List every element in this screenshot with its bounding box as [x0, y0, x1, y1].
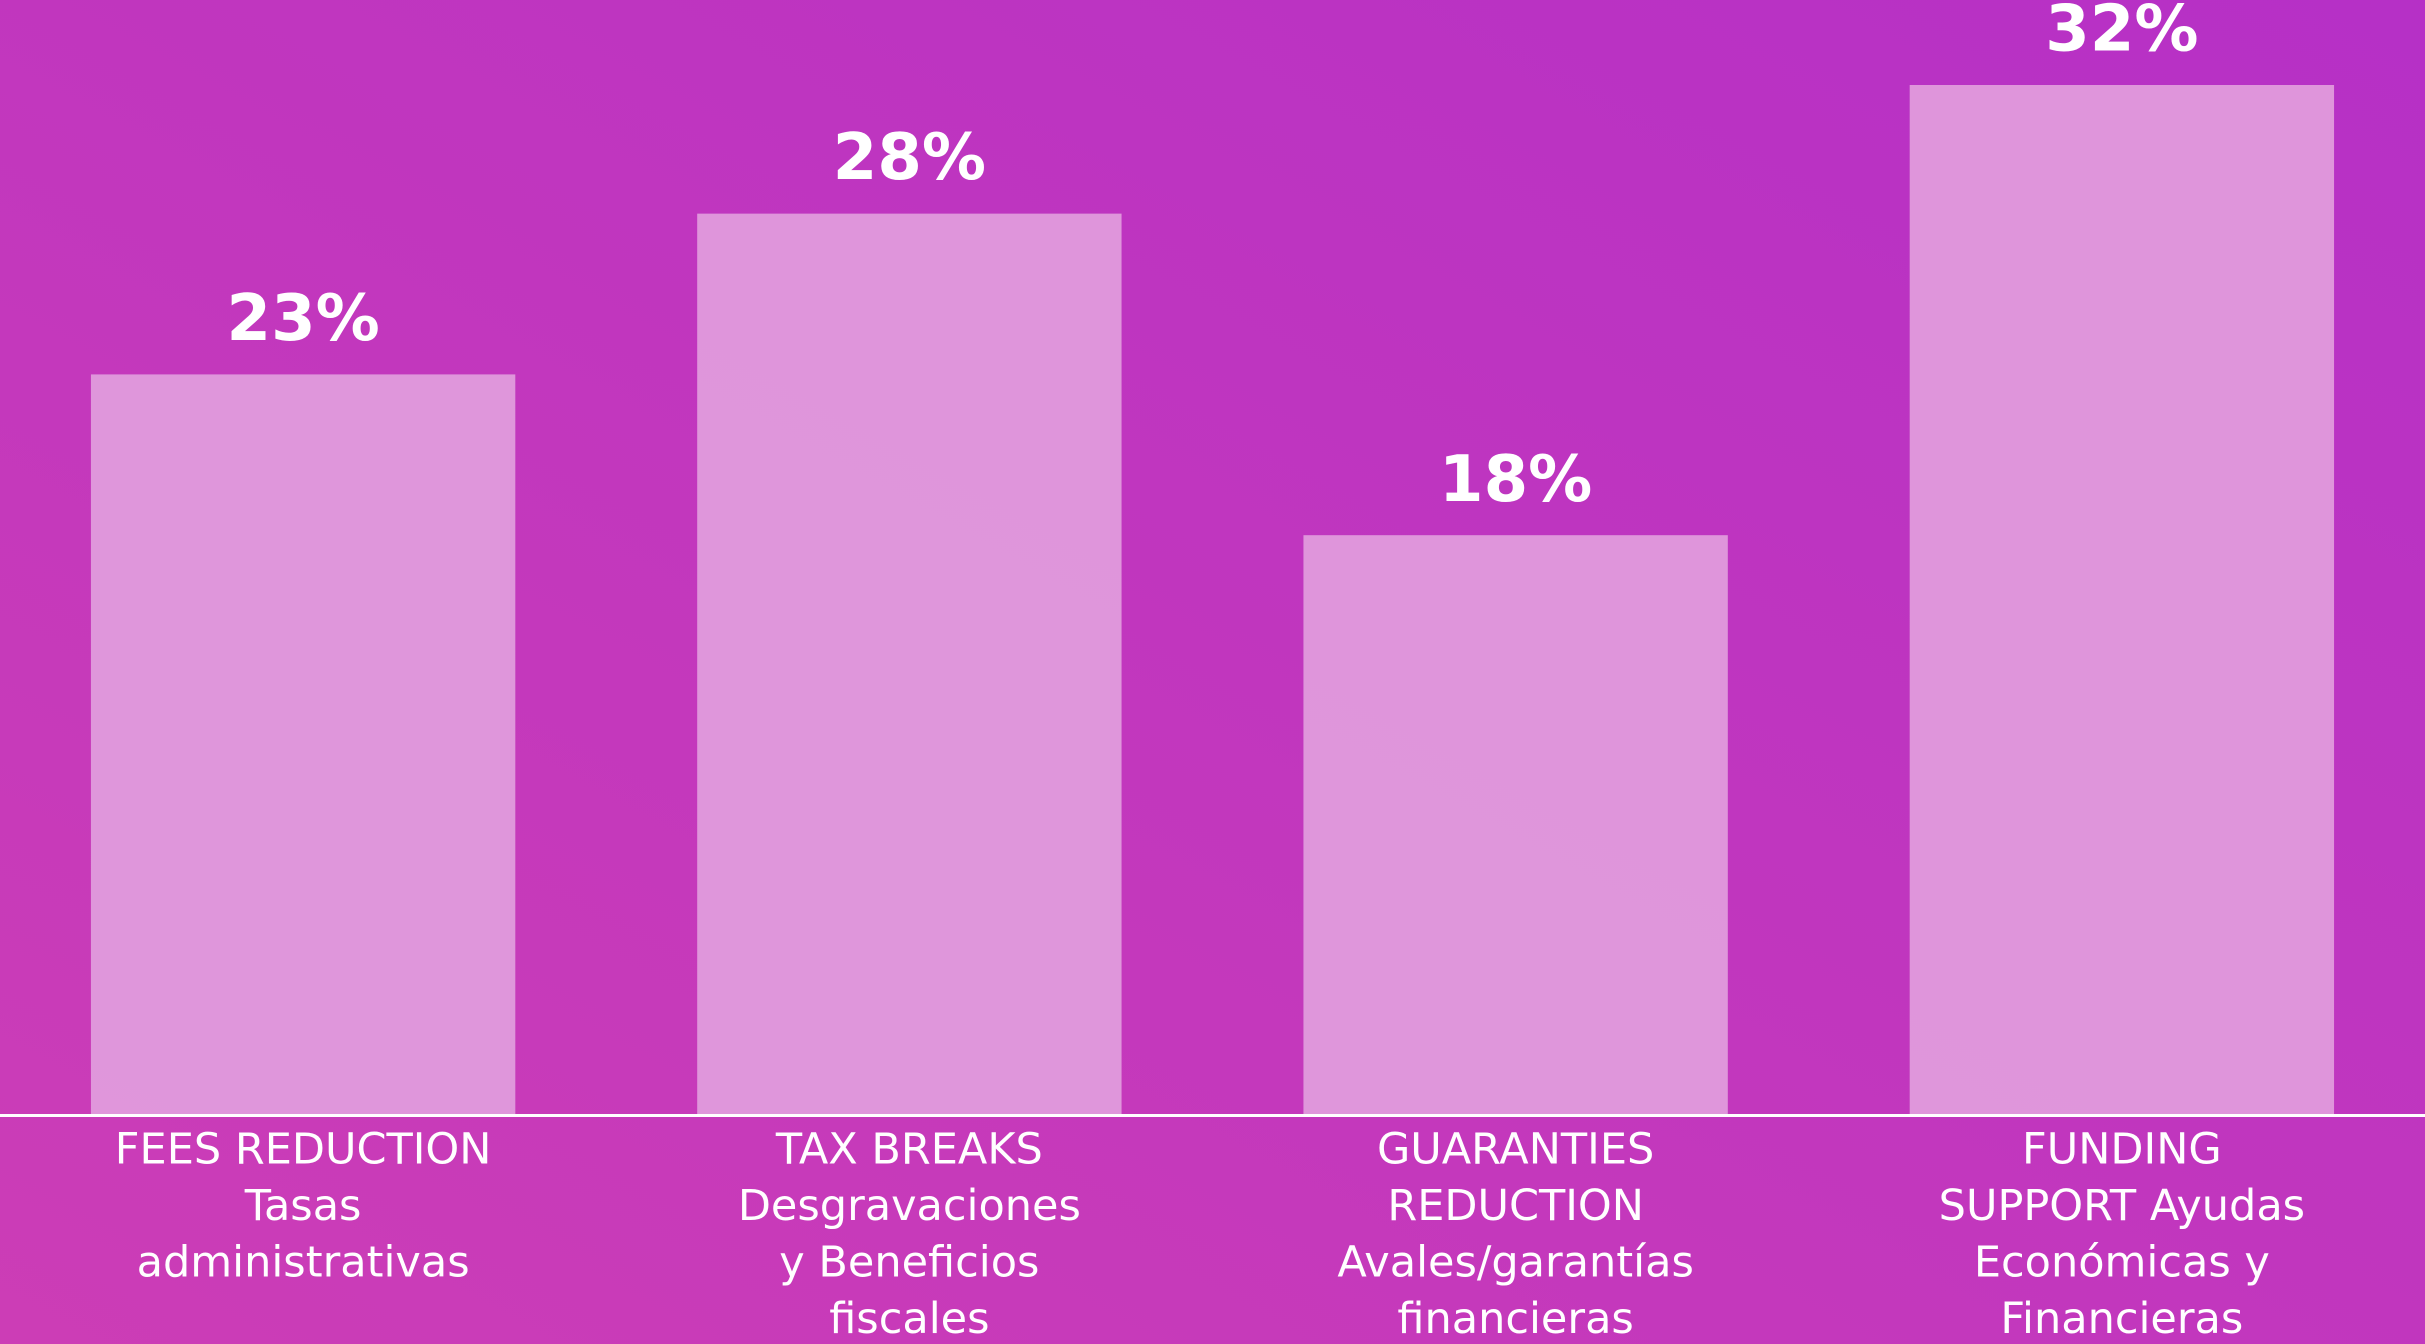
x-tick-label: y Beneficios: [779, 1238, 1039, 1288]
x-tick-label: GUARANTIES: [1377, 1125, 1654, 1175]
x-tick-label: REDUCTION: [1387, 1181, 1644, 1231]
value-label: 18%: [1439, 443, 1592, 517]
value-label: 32%: [2045, 0, 2198, 67]
x-tick-label: Desgravaciones: [738, 1181, 1081, 1231]
x-tick-label: administrativas: [137, 1238, 470, 1288]
x-tick-label: fiscales: [829, 1294, 989, 1344]
x-tick-label: FUNDING: [2022, 1125, 2222, 1175]
value-label: 23%: [227, 282, 380, 356]
x-tick-label: Avales/garantías: [1337, 1238, 1693, 1288]
x-tick-label: Financieras: [2000, 1294, 2243, 1344]
bar: [1909, 85, 2335, 1114]
x-tick-label: FEES REDUCTION: [115, 1125, 492, 1175]
x-tick-label: TAX BREAKS: [775, 1125, 1043, 1175]
x-tick-label: Tasas: [244, 1181, 362, 1231]
x-tick-label: financieras: [1397, 1294, 1633, 1344]
x-tick-label: SUPPORT Ayudas: [1939, 1181, 2305, 1231]
bar: [90, 374, 516, 1114]
bar: [697, 213, 1122, 1114]
value-label: 28%: [833, 121, 986, 195]
x-tick-label: Económicas y: [1974, 1238, 2270, 1288]
bar: [1303, 535, 1728, 1114]
